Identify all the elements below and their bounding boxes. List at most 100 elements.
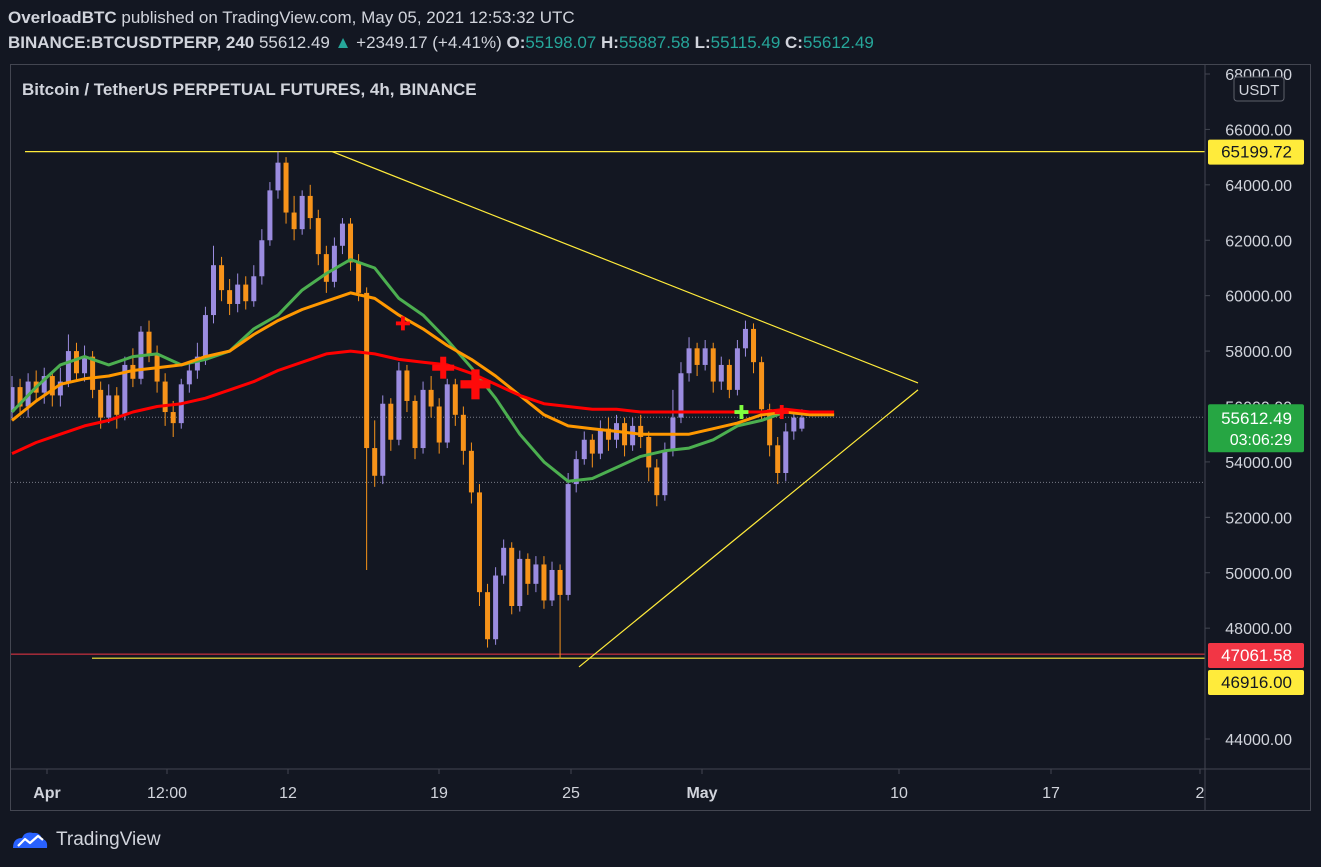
- candle-body: [622, 423, 628, 446]
- candle-body: [82, 356, 88, 374]
- chart-legend: Bitcoin / TetherUS PERPETUAL FUTURES, 4h…: [22, 80, 477, 99]
- candle-body: [702, 348, 708, 365]
- candle-body: [227, 290, 233, 304]
- candle-body: [388, 403, 394, 440]
- candle: [380, 395, 386, 485]
- candle-body: [259, 240, 265, 277]
- author-name[interactable]: OverloadBTC: [8, 8, 117, 27]
- candle: [17, 378, 23, 415]
- candle-body: [589, 439, 595, 454]
- candle: [444, 378, 450, 449]
- candle: [388, 398, 394, 451]
- x-tick-label: 12:00: [147, 785, 187, 802]
- candle: [493, 567, 499, 645]
- candle-body: [638, 425, 644, 437]
- candle: [533, 556, 539, 593]
- candle-body: [686, 348, 692, 374]
- x-tick-label: May: [686, 785, 717, 802]
- candle: [130, 348, 136, 388]
- candle-body: [364, 292, 370, 449]
- candle-body: [783, 431, 789, 473]
- candle-body: [331, 245, 337, 282]
- candle-body: [501, 547, 507, 576]
- candle: [267, 182, 273, 246]
- chart-frame[interactable]: [10, 64, 1311, 811]
- cross-marker: [460, 369, 491, 400]
- tradingview-brand[interactable]: TradingView: [10, 828, 161, 852]
- candle: [726, 359, 732, 399]
- y-tick-label: 54000.00: [1225, 455, 1292, 472]
- candle-body: [734, 348, 740, 390]
- y-tick-label: 48000.00: [1225, 621, 1292, 638]
- candle-body: [452, 384, 458, 415]
- currency-label: USDT: [1239, 82, 1280, 99]
- high-value: 55887.58: [618, 33, 690, 52]
- candle-body: [742, 328, 748, 349]
- candle-body: [581, 439, 587, 460]
- candle-body: [404, 370, 410, 401]
- candle-body: [162, 381, 168, 413]
- candle: [783, 423, 789, 482]
- price-tag-text: 55612.49: [1221, 409, 1292, 428]
- candle: [476, 484, 482, 606]
- y-tick-label: 58000.00: [1225, 344, 1292, 361]
- candle-body: [654, 467, 660, 496]
- open-label: O:: [506, 33, 526, 52]
- candle: [597, 420, 603, 460]
- brand-name: TradingView: [56, 829, 161, 850]
- close-label: C:: [785, 33, 803, 52]
- candle-body: [678, 373, 684, 418]
- ma-line-slow: [11, 349, 835, 455]
- candle: [742, 320, 748, 357]
- close-value: 55612.49: [802, 33, 874, 52]
- candle-body: [65, 351, 71, 382]
- candle: [315, 209, 321, 266]
- candle: [678, 362, 684, 424]
- x-tick-label: Apr: [33, 785, 61, 802]
- countdown-text: 03:06:29: [1230, 432, 1292, 449]
- candle-body: [412, 400, 418, 449]
- currency-badge: [1233, 76, 1285, 102]
- candle: [420, 381, 426, 454]
- candle-body: [444, 384, 450, 443]
- candle-body: [525, 558, 531, 584]
- candle: [734, 340, 740, 396]
- candle-body: [17, 387, 23, 407]
- candle: [589, 434, 595, 468]
- candle: [219, 256, 225, 302]
- candle: [581, 431, 587, 465]
- candle-body: [759, 362, 765, 410]
- candle-body: [146, 331, 152, 354]
- publish-text: published on TradingView.com, May 05, 20…: [121, 8, 575, 27]
- candle-body: [372, 448, 378, 476]
- price-tag-last: [1208, 404, 1304, 453]
- y-tick-label: 52000.00: [1225, 510, 1292, 527]
- candle-body: [533, 564, 539, 584]
- candle-body: [557, 569, 563, 595]
- price-tag-yellow: [1208, 139, 1304, 165]
- candle-body: [202, 315, 208, 357]
- y-tick-label: 62000.00: [1225, 233, 1292, 250]
- cross-marker: [432, 356, 455, 379]
- x-tick-label: 12: [279, 785, 297, 802]
- candle-body: [186, 370, 192, 385]
- low-label: L:: [694, 33, 711, 52]
- candle-body: [251, 276, 257, 302]
- candle: [436, 398, 442, 454]
- y-tick-label: 66000.00: [1225, 122, 1292, 139]
- candle: [412, 395, 418, 460]
- candle: [235, 273, 241, 313]
- candle: [162, 373, 168, 426]
- candle-body: [767, 409, 773, 446]
- x-tick-label: 25: [562, 785, 580, 802]
- candle: [517, 550, 523, 612]
- cross-marker-v: [471, 369, 480, 400]
- candle: [291, 195, 297, 241]
- candle: [702, 340, 708, 371]
- y-tick-label: 60000.00: [1225, 289, 1292, 306]
- candle: [452, 378, 458, 426]
- candle-body: [106, 395, 112, 418]
- candle: [348, 218, 354, 271]
- candle: [57, 367, 63, 407]
